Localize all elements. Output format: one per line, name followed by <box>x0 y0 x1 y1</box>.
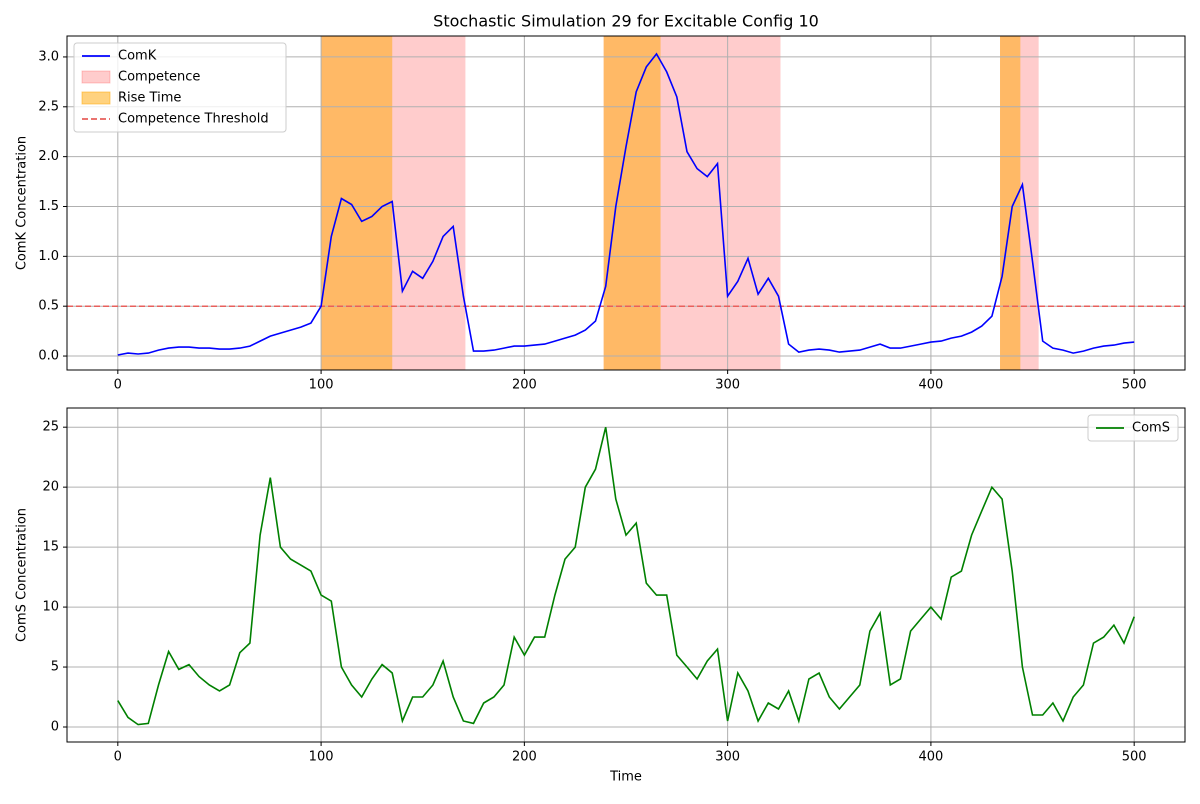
y-tick-label: 20 <box>42 480 59 495</box>
legend: ComS <box>1087 414 1179 442</box>
series-line <box>117 52 1135 356</box>
y-tick-label: 25 <box>42 420 59 435</box>
y-tick-label: 1.5 <box>38 199 59 214</box>
x-tick-label: 500 <box>1122 378 1147 393</box>
y-tick-label: 0 <box>51 720 59 735</box>
legend-swatch <box>81 91 111 105</box>
legend-swatch <box>81 70 111 84</box>
legend-box <box>1087 414 1179 442</box>
y-axis-label: ComS Concentration <box>15 508 30 642</box>
legend-box <box>73 42 287 133</box>
y-tick-label: 2.5 <box>38 99 59 114</box>
shaded-region <box>603 36 661 370</box>
y-axis-label: ComK Concentration <box>15 136 30 270</box>
legend-label: ComK <box>118 49 157 64</box>
x-tick-label: 0 <box>114 750 122 765</box>
y-tick-label: 3.0 <box>38 49 59 64</box>
y-tick-label: 2.0 <box>38 149 59 164</box>
y-tick-label: 5 <box>51 660 59 675</box>
legend-label: Competence <box>118 70 200 85</box>
x-tick-label: 300 <box>715 378 740 393</box>
x-tick-label: 300 <box>715 750 740 765</box>
legend: ComK Competence Rise Time Competence Thresh… <box>73 42 287 133</box>
y-tick-label: 0.0 <box>38 349 59 364</box>
x-tick-label: 200 <box>512 750 537 765</box>
series-line <box>117 427 1135 726</box>
chart-title: Stochastic Simulation 29 for Excitable C… <box>433 12 819 31</box>
x-tick-label: 400 <box>918 750 943 765</box>
legend-label: Competence Threshold <box>118 112 269 127</box>
x-tick-label: 100 <box>309 750 334 765</box>
axes-frame <box>66 35 1186 371</box>
shaded-region <box>1000 36 1021 370</box>
y-tick-label: 0.5 <box>38 299 59 314</box>
x-tick-label: 500 <box>1122 750 1147 765</box>
y-tick-label: 1.0 <box>38 249 59 264</box>
x-tick-label: 0 <box>114 378 122 393</box>
x-tick-label: 100 <box>309 378 334 393</box>
legend-label: Rise Time <box>118 91 181 106</box>
x-axis-label: Time <box>609 770 642 785</box>
y-tick-label: 10 <box>42 600 59 615</box>
shaded-region <box>321 36 393 370</box>
legend-label: ComS <box>1132 421 1170 436</box>
y-tick-label: 15 <box>42 540 59 555</box>
axes-frame <box>66 407 1186 743</box>
x-tick-label: 200 <box>512 378 537 393</box>
x-tick-label: 400 <box>918 378 943 393</box>
